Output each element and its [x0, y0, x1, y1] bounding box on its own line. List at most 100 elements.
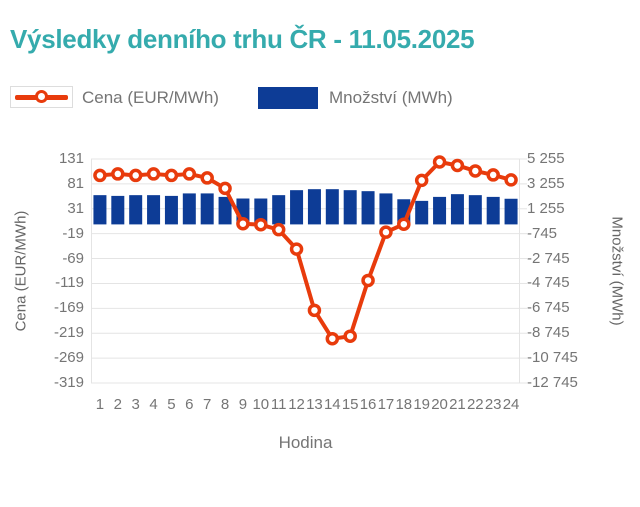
price-point-marker	[325, 331, 340, 346]
quantity-bar	[218, 196, 232, 225]
price-point-marker	[307, 303, 322, 318]
y-axis-tick-right: 1 255	[527, 199, 565, 217]
x-axis-tick: 18	[395, 396, 413, 413]
legend-label-price: Cena (EUR/MWh)	[82, 88, 219, 107]
price-point-marker	[128, 168, 143, 183]
price-point-marker	[289, 242, 304, 256]
legend-label-quantity: Množství (MWh)	[329, 88, 453, 107]
price-point-marker	[218, 181, 232, 196]
y-axis-tick-right: 5 255	[527, 150, 565, 167]
price-marker-icon	[35, 90, 48, 103]
x-axis-tick: 12	[288, 396, 305, 413]
x-axis-tick: 19	[413, 396, 431, 413]
right-axis-title: Množství (MWh)	[608, 216, 626, 326]
quantity-bar	[272, 195, 286, 225]
quantity-bar	[433, 196, 447, 225]
x-axis-tick: 24	[502, 396, 520, 413]
quantity-bar	[468, 195, 482, 225]
quantity-bar	[200, 193, 214, 225]
y-axis-tick-right: -745	[527, 224, 558, 242]
quantity-bar	[182, 193, 196, 225]
price-point-marker	[468, 164, 483, 178]
quantity-bar	[93, 195, 107, 225]
quantity-bar	[111, 195, 125, 225]
quantity-bar	[379, 193, 393, 225]
x-axis-tick: 20	[431, 396, 448, 413]
y-axis-tick-left: 81	[67, 174, 84, 192]
price-point-marker	[164, 168, 179, 183]
quantity-bar	[415, 200, 429, 225]
legend-swatch-quantity-bar[interactable]	[258, 87, 318, 109]
y-axis-tick-right: -8 745	[527, 324, 570, 342]
price-point-marker	[200, 171, 214, 185]
x-axis-tick: 17	[377, 396, 395, 413]
price-point-marker	[93, 168, 107, 183]
x-axis-tick: 3	[131, 396, 140, 413]
quantity-bar	[254, 198, 268, 225]
x-axis-tick: 21	[449, 396, 466, 413]
price-point-marker	[397, 217, 411, 231]
x-axis-tick: 11	[270, 396, 287, 413]
x-axis-tick: 7	[203, 396, 212, 413]
x-axis-tick: 4	[149, 396, 158, 413]
x-axis-tick: 23	[484, 396, 502, 413]
x-axis-title: Hodina	[278, 433, 333, 452]
x-axis-tick: 10	[252, 396, 270, 413]
quantity-bar	[129, 195, 143, 225]
x-axis-tick: 13	[306, 396, 323, 413]
quantity-bar	[164, 195, 178, 225]
y-axis-tick-left: -69	[62, 249, 84, 267]
price-point-marker	[450, 158, 465, 173]
y-axis-tick-left: 31	[67, 199, 84, 217]
x-axis-tick: 8	[220, 396, 230, 413]
x-axis-tick: 16	[359, 396, 377, 413]
x-axis-tick: 15	[341, 396, 359, 413]
quantity-bar	[450, 194, 464, 225]
price-line	[97, 159, 514, 341]
plot-area[interactable]	[91, 155, 527, 384]
y-axis-tick-right: -4 745	[527, 274, 570, 292]
x-axis-tick: 5	[167, 396, 176, 413]
y-axis-tick-left: -119	[55, 274, 84, 292]
price-point-marker	[379, 225, 393, 239]
x-axis-tick: 9	[238, 396, 248, 413]
y-axis-tick-right: -12 745	[527, 374, 578, 391]
price-point-marker	[432, 155, 447, 169]
page-title: Výsledky denního trhu ČR - 11.05.2025	[10, 24, 475, 54]
y-axis-tick-left: -319	[53, 374, 84, 391]
price-point-marker	[182, 167, 197, 181]
price-point-marker	[414, 173, 429, 188]
quantity-bar	[361, 191, 375, 225]
y-axis-tick-right: -2 745	[527, 249, 570, 267]
y-axis-tick-left: -219	[53, 324, 84, 342]
quantity-bar	[504, 198, 518, 225]
price-point-marker	[486, 168, 500, 182]
y-axis-tick-left: 131	[58, 150, 84, 167]
quantity-bar	[307, 189, 321, 225]
x-axis-tick: 22	[466, 396, 484, 413]
price-point-marker	[361, 273, 375, 288]
quantity-bar	[486, 196, 500, 225]
quantity-bar	[147, 195, 161, 225]
price-point-marker	[146, 167, 161, 181]
x-axis-tick: 1	[95, 396, 105, 413]
legend-swatch-price-line[interactable]	[10, 86, 73, 108]
y-axis-tick-right: 3 255	[527, 174, 565, 192]
quantity-bar	[290, 190, 304, 225]
price-point-marker	[236, 216, 250, 231]
y-axis-tick-left: -269	[53, 349, 84, 367]
price-point-marker	[343, 329, 357, 343]
quantity-bar	[325, 189, 339, 225]
price-point-marker	[111, 167, 125, 181]
y-axis-tick-left: -169	[53, 299, 84, 317]
y-axis-tick-left: -19	[62, 224, 84, 242]
price-point-marker	[254, 217, 268, 232]
x-axis-tick: 6	[185, 396, 194, 413]
quantity-bar	[343, 190, 357, 225]
y-axis-tick-right: -6 745	[527, 299, 570, 317]
x-axis-tick: 14	[323, 396, 341, 413]
y-axis-tick-right: -10 745	[527, 349, 578, 367]
x-axis-tick: 2	[113, 396, 122, 413]
price-point-marker	[504, 173, 518, 187]
